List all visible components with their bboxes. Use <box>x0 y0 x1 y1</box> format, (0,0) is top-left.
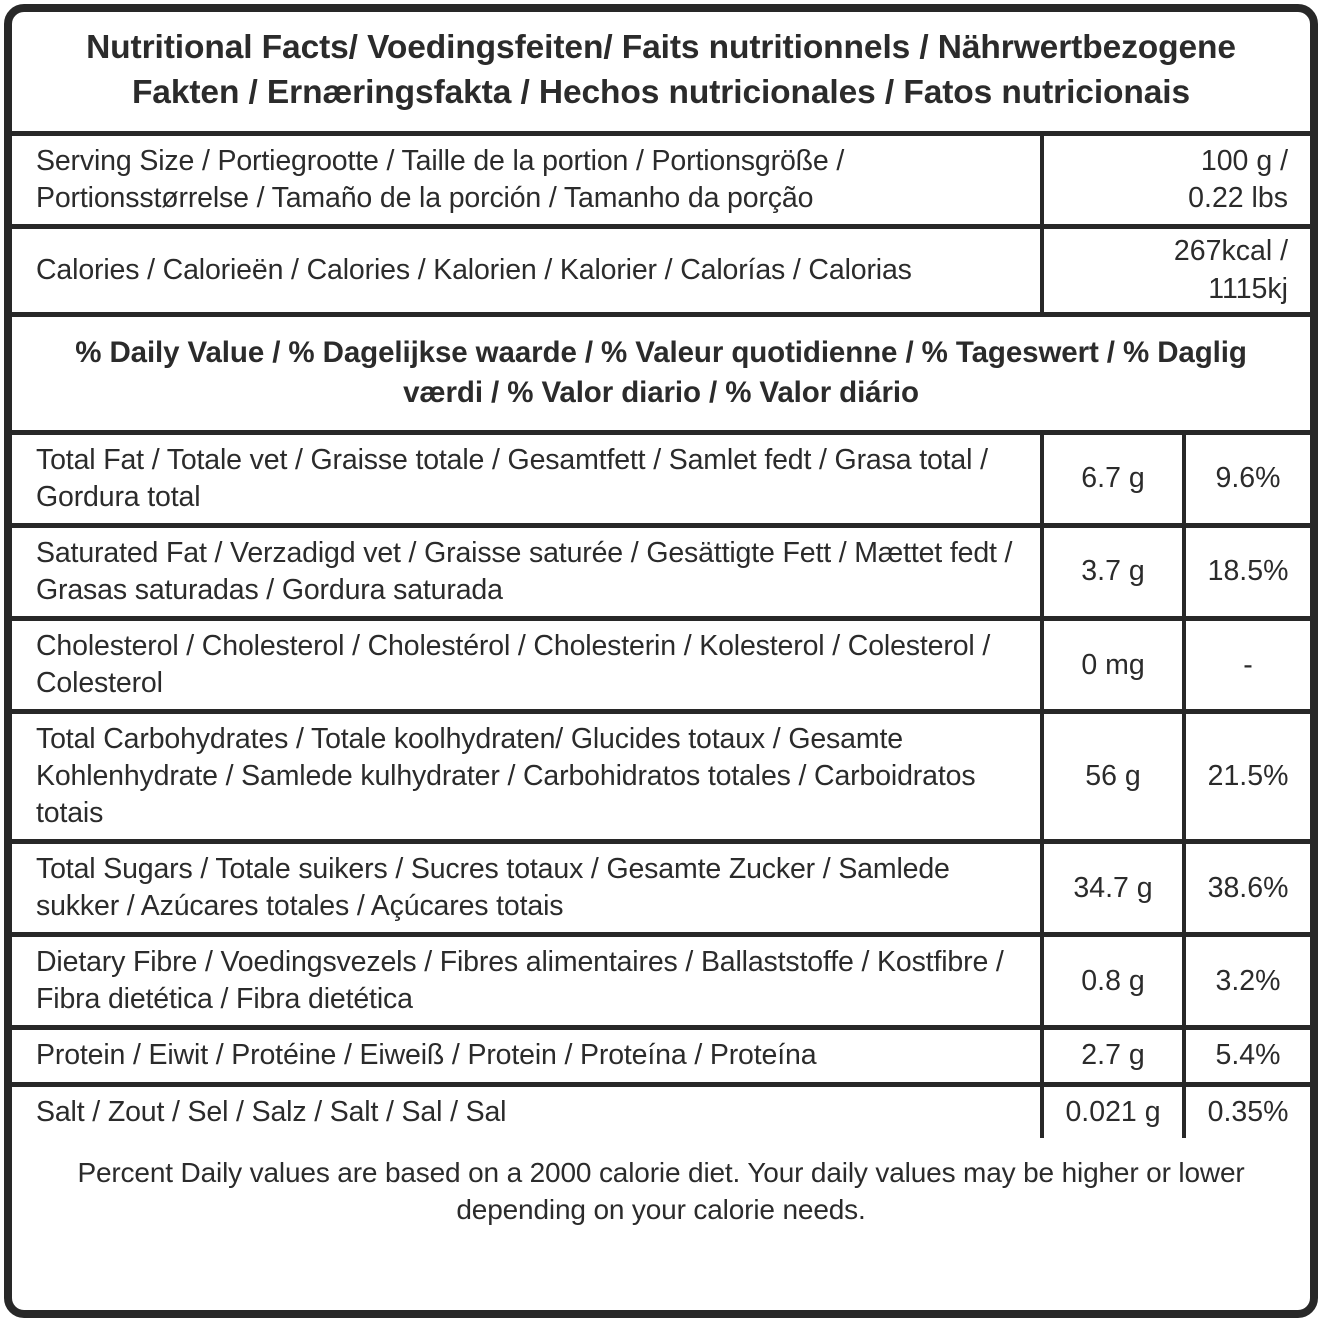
nutrient-rows-container: Total Fat / Totale vet / Graisse totale … <box>12 434 1310 1138</box>
serving-size-value-line2: 0.22 lbs <box>1188 182 1288 215</box>
nutrient-amount-cell: 2.7 g <box>1040 1030 1182 1082</box>
label-title: Nutritional Facts/ Voedingsfeiten/ Faits… <box>86 29 1236 111</box>
nutrient-name: Protein / Eiwit / Protéine / Eiweiß / Pr… <box>36 1039 817 1072</box>
nutrient-row: Salt / Zout / Sel / Salz / Salt / Sal / … <box>12 1086 1310 1138</box>
nutrient-name-cell: Saturated Fat / Verzadigd vet / Graisse … <box>12 528 1040 616</box>
nutrient-row: Dietary Fibre / Voedingsvezels / Fibres … <box>12 937 1310 1031</box>
daily-value-header: % Daily Value / % Dagelijkse waarde / % … <box>75 336 1247 409</box>
nutrient-name-cell: Cholesterol / Cholesterol / Cholestérol … <box>12 621 1040 709</box>
nutrient-amount-cell: 34.7 g <box>1040 844 1182 933</box>
calories-value-line2: 1115kj <box>1208 272 1288 305</box>
calories-value-cell: 267kcal / 1115kj <box>1040 229 1310 313</box>
nutrient-row: Total Sugars / Totale suikers / Sucres t… <box>12 844 1310 938</box>
nutrient-daily-value: 3.2% <box>1215 964 1281 997</box>
nutrient-amount: 56 g <box>1085 760 1141 793</box>
nutrient-amount-cell: 3.7 g <box>1040 527 1182 617</box>
nutrient-daily-value: 18.5% <box>1207 555 1289 588</box>
footnote-text: Percent Daily values are based on a 2000… <box>77 1156 1245 1225</box>
nutrient-amount-cell: 56 g <box>1040 714 1182 840</box>
nutrient-daily-value: - <box>1243 648 1253 681</box>
nutrient-name: Total Sugars / Totale suikers / Sucres t… <box>36 853 950 923</box>
nutrient-row: Cholesterol / Cholesterol / Cholestérol … <box>12 621 1310 715</box>
nutrition-facts-panel: Nutritional Facts/ Voedingsfeiten/ Faits… <box>4 4 1318 1318</box>
footnote-row: Percent Daily values are based on a 2000… <box>12 1138 1310 1310</box>
calories-label: Calories / Calorieën / Calories / Kalori… <box>36 254 912 287</box>
nutrient-name: Total Fat / Totale vet / Graisse totale … <box>36 443 988 513</box>
nutrient-name: Total Carbohydrates / Totale koolhydrate… <box>36 723 976 830</box>
nutrient-row: Total Fat / Totale vet / Graisse totale … <box>12 434 1310 528</box>
serving-size-value-line1: 100 g / <box>1200 144 1288 177</box>
nutrient-amount-cell: 0 mg <box>1040 621 1182 710</box>
nutrient-amount: 2.7 g <box>1081 1039 1145 1072</box>
nutrient-name-cell: Protein / Eiwit / Protéine / Eiweiß / Pr… <box>12 1030 1040 1081</box>
nutrient-amount: 0 mg <box>1081 648 1145 681</box>
calories-value-line1: 267kcal / <box>1173 235 1288 268</box>
nutrient-amount: 6.7 g <box>1081 462 1145 495</box>
nutrient-daily-value: 0.35% <box>1207 1095 1289 1128</box>
daily-value-header-row: % Daily Value / % Dagelijkse waarde / % … <box>12 317 1310 435</box>
nutrient-daily-value-cell: 3.2% <box>1182 937 1310 1026</box>
nutrient-name: Dietary Fibre / Voedingsvezels / Fibres … <box>36 946 1004 1016</box>
nutrient-amount: 3.7 g <box>1081 555 1145 588</box>
nutrient-row: Saturated Fat / Verzadigd vet / Graisse … <box>12 527 1310 622</box>
nutrient-daily-value-cell: 5.4% <box>1182 1030 1310 1082</box>
nutrient-name: Salt / Zout / Sel / Salz / Salt / Sal / … <box>36 1095 507 1128</box>
nutrient-daily-value: 21.5% <box>1207 760 1289 793</box>
serving-size-name-cell: Serving Size / Portiegrootte / Taille de… <box>12 136 1040 224</box>
nutrient-name-cell: Dietary Fibre / Voedingsvezels / Fibres … <box>12 937 1040 1025</box>
nutrient-amount-cell: 0.8 g <box>1040 937 1182 1026</box>
serving-size-label: Serving Size / Portiegrootte / Taille de… <box>36 145 845 215</box>
serving-size-value: 100 g / 0.22 lbs <box>1188 143 1288 218</box>
calories-name-cell: Calories / Calorieën / Calories / Kalori… <box>12 229 1040 312</box>
nutrient-name-cell: Total Carbohydrates / Totale koolhydrate… <box>12 714 1040 839</box>
label-title-row: Nutritional Facts/ Voedingsfeiten/ Faits… <box>12 12 1310 137</box>
nutrient-name-cell: Salt / Zout / Sel / Salz / Salt / Sal / … <box>12 1087 1040 1138</box>
nutrient-daily-value: 38.6% <box>1207 871 1289 904</box>
nutrient-daily-value-cell: 9.6% <box>1182 434 1310 523</box>
nutrient-name-cell: Total Fat / Totale vet / Graisse totale … <box>12 435 1040 523</box>
nutrient-daily-value-cell: 0.35% <box>1182 1086 1310 1138</box>
nutrient-daily-value-cell: 21.5% <box>1182 714 1310 840</box>
nutrient-daily-value: 9.6% <box>1215 462 1281 495</box>
nutrient-amount-cell: 6.7 g <box>1040 434 1182 523</box>
nutrient-daily-value: 5.4% <box>1215 1039 1281 1072</box>
nutrient-amount: 34.7 g <box>1073 871 1153 904</box>
nutrient-name: Saturated Fat / Verzadigd vet / Graisse … <box>36 536 1013 607</box>
nutrient-row: Protein / Eiwit / Protéine / Eiweiß / Pr… <box>12 1030 1310 1087</box>
nutrient-amount: 0.8 g <box>1081 964 1145 997</box>
serving-size-value-cell: 100 g / 0.22 lbs <box>1040 136 1310 225</box>
nutrient-daily-value-cell: 18.5% <box>1182 527 1310 617</box>
nutrient-daily-value-cell: 38.6% <box>1182 844 1310 933</box>
nutrient-row: Total Carbohydrates / Totale koolhydrate… <box>12 714 1310 845</box>
serving-size-row: Serving Size / Portiegrootte / Taille de… <box>12 136 1310 230</box>
calories-row: Calories / Calorieën / Calories / Kalori… <box>12 229 1310 318</box>
nutrient-name-cell: Total Sugars / Totale suikers / Sucres t… <box>12 844 1040 932</box>
nutrient-daily-value-cell: - <box>1182 621 1310 710</box>
calories-value: 267kcal / 1115kj <box>1174 233 1288 308</box>
nutrient-amount-cell: 0.021 g <box>1040 1086 1182 1138</box>
nutrient-amount: 0.021 g <box>1065 1095 1161 1128</box>
nutrient-name: Cholesterol / Cholesterol / Cholestérol … <box>36 630 991 700</box>
